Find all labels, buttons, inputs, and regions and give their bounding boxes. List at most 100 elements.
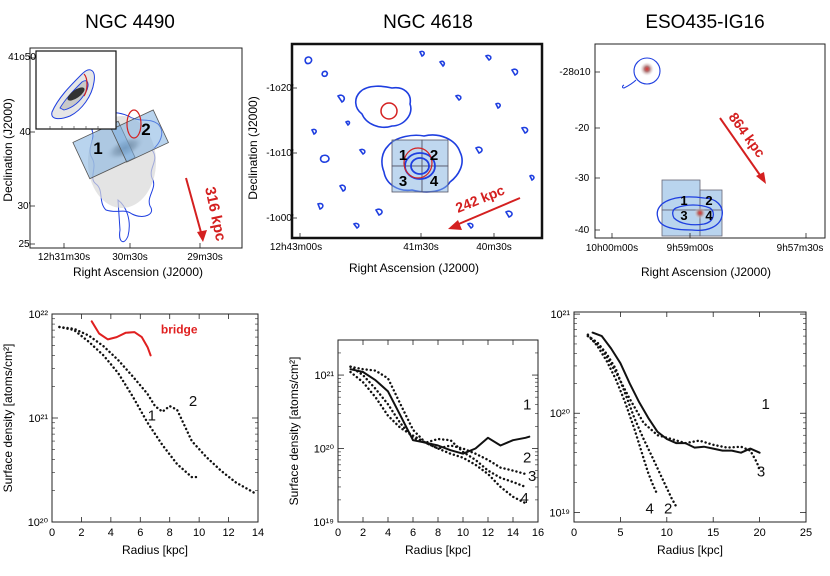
x-tick-label: 4 bbox=[385, 527, 391, 539]
series-label-1: 1 bbox=[761, 396, 769, 413]
series-line-bridge bbox=[90, 320, 152, 357]
x-axis-label: Right Ascension (J2000) bbox=[641, 265, 771, 279]
ytick: -28o10 bbox=[559, 67, 591, 78]
region-box-2 bbox=[111, 109, 169, 163]
xtick: 9h59m00s bbox=[667, 243, 714, 254]
box-label-4: 4 bbox=[705, 208, 713, 223]
y-tick-label: 10²⁰ bbox=[314, 444, 335, 456]
bridge-region bbox=[126, 109, 142, 139]
xtick: 29m30s bbox=[187, 252, 223, 263]
series-label-2: 2 bbox=[523, 449, 531, 466]
companion-core bbox=[640, 62, 654, 76]
series-label-4: 4 bbox=[645, 500, 653, 517]
y-tick-label: 10¹⁹ bbox=[549, 507, 570, 519]
scale-arrow bbox=[719, 117, 763, 179]
series-line-2 bbox=[58, 325, 258, 496]
plot-frame bbox=[573, 311, 807, 523]
hi-contour-companion bbox=[354, 85, 412, 129]
red-source bbox=[380, 102, 398, 120]
y-tick-label: 10²¹ bbox=[314, 370, 334, 382]
box-label-2: 2 bbox=[430, 147, 438, 164]
ytick: -30 bbox=[575, 173, 590, 184]
xtick: 30m30s bbox=[112, 252, 148, 263]
box-label-2: 2 bbox=[705, 193, 712, 208]
hi-contour-tail bbox=[622, 79, 637, 89]
series-label-3: 3 bbox=[757, 464, 765, 481]
y-tick-label: 10²¹ bbox=[28, 413, 48, 425]
map-ngc4490: NGC 4490 1 2 316 kpc bbox=[1, 12, 243, 279]
x-axis-label: Right Ascension (J2000) bbox=[349, 261, 479, 275]
ytick: -1o00' bbox=[266, 213, 294, 224]
box-label-3: 3 bbox=[399, 173, 407, 190]
ytick: -1o10' bbox=[266, 148, 294, 159]
x-tick-label: 15 bbox=[707, 527, 719, 539]
x-tick-label: 8 bbox=[167, 527, 173, 539]
x-tick-label: 4 bbox=[108, 527, 114, 539]
x-tick-label: 0 bbox=[571, 527, 577, 539]
x-tick-label: 12 bbox=[222, 527, 234, 539]
series-label-2: 2 bbox=[189, 393, 197, 410]
map-title: NGC 4618 bbox=[383, 12, 473, 33]
y-axis-label: Surface density [atoms/cm²] bbox=[1, 344, 15, 493]
hi-contour-main bbox=[381, 134, 463, 193]
optical-outline bbox=[403, 147, 433, 179]
ytick: 41o50 bbox=[8, 52, 36, 63]
xtick: 40m30s bbox=[476, 242, 512, 253]
x-axis-label: Radius [kpc] bbox=[122, 543, 188, 557]
x-tick-label: 14 bbox=[252, 527, 264, 539]
x-tick-label: 10 bbox=[661, 527, 673, 539]
series-label-bridge: bridge bbox=[161, 322, 198, 336]
profile-plot-eso435: 0 5 10 15 20 25 10¹⁹ 10²⁰ 10²¹ Radius [kpc] 1 2 3 4 bbox=[549, 309, 812, 557]
ytick: 30' bbox=[17, 201, 30, 212]
y-tick-label: 10²¹ bbox=[550, 309, 570, 321]
map-ngc4618: NGC 4618 bbox=[246, 12, 544, 275]
box-label-1: 1 bbox=[680, 193, 687, 208]
x-tick-label: 0 bbox=[335, 527, 341, 539]
x-tick-label: 8 bbox=[435, 527, 441, 539]
scale-arrowhead bbox=[197, 230, 207, 242]
box-label-1: 1 bbox=[93, 139, 102, 158]
series-label-1: 1 bbox=[523, 396, 531, 413]
series-line-1 bbox=[58, 325, 201, 479]
scale-arrow bbox=[185, 177, 203, 237]
series-line-3 bbox=[349, 365, 527, 489]
x-axis-label: Right Ascension (J2000) bbox=[73, 265, 203, 279]
series-line-2 bbox=[349, 365, 527, 476]
x-tick-label: 20 bbox=[753, 527, 765, 539]
map-title: ESO435-IG16 bbox=[645, 12, 764, 33]
x-tick-label: 10 bbox=[457, 527, 469, 539]
scale-arrow bbox=[453, 197, 521, 227]
x-axis-label: Radius [kpc] bbox=[657, 543, 723, 557]
y-axis-label: Declination (J2000) bbox=[1, 98, 15, 201]
inset-map bbox=[35, 50, 117, 130]
x-tick-label: 12 bbox=[482, 527, 494, 539]
ytick: 40 bbox=[19, 127, 31, 138]
ytick: -40 bbox=[575, 225, 590, 236]
series-label-4: 4 bbox=[521, 490, 529, 507]
box-label-2: 2 bbox=[141, 120, 150, 139]
ytick: -1o20' bbox=[266, 83, 294, 94]
hi-contour-noise bbox=[304, 50, 535, 230]
box-label-3: 3 bbox=[680, 208, 687, 223]
xtick: 9h57m30s bbox=[777, 243, 824, 254]
series-label-2: 2 bbox=[664, 500, 672, 517]
series-label-3: 3 bbox=[528, 468, 536, 485]
box-label-1: 1 bbox=[399, 147, 407, 164]
xtick: 12h31m30s bbox=[38, 252, 90, 263]
y-axis-label: Surface density [atoms/cm²] bbox=[287, 357, 301, 506]
scale-arrowhead bbox=[756, 172, 766, 184]
plot-frame bbox=[51, 313, 259, 523]
x-tick-label: 16 bbox=[532, 527, 544, 539]
y-tick-label: 10²⁰ bbox=[28, 517, 49, 529]
galaxy-core bbox=[694, 207, 706, 219]
x-tick-label: 6 bbox=[137, 527, 143, 539]
xtick: 10h00m00s bbox=[586, 243, 638, 254]
ytick: -20 bbox=[575, 123, 590, 134]
xtick: 41m30s bbox=[403, 242, 439, 253]
series-label-1: 1 bbox=[148, 407, 156, 424]
scale-arrowhead bbox=[448, 220, 462, 230]
ytick: 25 bbox=[18, 239, 30, 250]
